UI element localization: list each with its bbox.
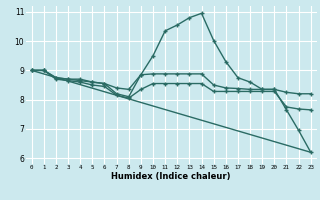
X-axis label: Humidex (Indice chaleur): Humidex (Indice chaleur) bbox=[111, 172, 231, 181]
